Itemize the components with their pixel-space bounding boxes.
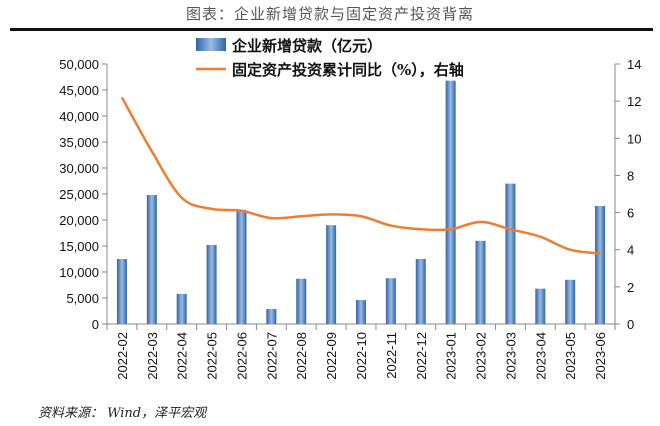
left-tick-label: 35,000 [59, 135, 99, 150]
x-tick-label: 2022-04 [175, 332, 190, 380]
bar [505, 183, 516, 324]
bar [565, 279, 576, 324]
x-tick-label: 2022-02 [115, 332, 130, 380]
bar [266, 308, 277, 324]
left-tick-label: 40,000 [59, 109, 99, 124]
x-tick-label: 2023-05 [563, 332, 578, 380]
bar [206, 244, 217, 324]
bar [176, 293, 187, 324]
left-tick-label: 50,000 [59, 57, 99, 72]
source-note: 资料来源： Wind，泽平宏观 [38, 406, 207, 421]
left-tick-label: 15,000 [59, 239, 99, 254]
bar [595, 205, 606, 324]
x-tick-label: 2022-10 [354, 332, 369, 380]
bar [535, 288, 546, 324]
right-tick-label: 6 [627, 206, 634, 221]
right-tick-label: 0 [627, 317, 634, 332]
right-tick-label: 4 [627, 243, 634, 258]
left-tick-label: 45,000 [59, 83, 99, 98]
right-tick-label: 2 [627, 280, 634, 295]
bar [326, 225, 337, 324]
left-tick-label: 20,000 [59, 213, 99, 228]
title-divider [10, 28, 653, 31]
x-tick-label: 2022-07 [264, 332, 279, 380]
x-tick-label: 2023-03 [503, 332, 518, 380]
x-tick-label: 2022-06 [234, 332, 249, 380]
bar [356, 300, 366, 324]
left-tick-label: 10,000 [59, 265, 99, 280]
legend-label-line: 固定资产投资累计同比（%），右轴 [232, 61, 464, 79]
x-tick-label: 2023-04 [533, 332, 548, 380]
legend: 企业新增贷款（亿元） 固定资产投资累计同比（%），右轴 [196, 37, 464, 79]
right-tick-label: 14 [627, 57, 641, 72]
chart-title: 图表：企业新增贷款与固定资产投资背离 [185, 5, 474, 23]
left-tick-label: 0 [92, 317, 99, 332]
bar [445, 80, 456, 324]
bar [236, 210, 247, 324]
x-tick-label: 2022-08 [294, 332, 309, 380]
x-tick-label: 2022-11 [384, 332, 399, 379]
bar [415, 259, 426, 324]
bar [475, 240, 486, 324]
x-tick-label: 2022-05 [205, 332, 220, 380]
x-tick-label: 2022-03 [145, 332, 160, 380]
right-tick-label: 8 [627, 168, 634, 183]
right-tick-label: 10 [627, 131, 641, 146]
right-tick-label: 12 [627, 94, 641, 109]
left-tick-label: 30,000 [59, 161, 99, 176]
legend-label-bar: 企业新增贷款（亿元） [231, 37, 382, 55]
x-tick-label: 2022-12 [414, 332, 429, 380]
bar [116, 259, 127, 324]
left-tick-label: 5,000 [66, 291, 99, 306]
left-tick-label: 25,000 [59, 187, 99, 202]
x-tick-label: 2023-02 [474, 332, 489, 380]
bar [296, 278, 307, 324]
legend-swatch-bar [196, 38, 226, 51]
bar [385, 278, 396, 324]
x-tick-label: 2023-06 [593, 332, 608, 380]
x-tick-label: 2022-09 [324, 332, 339, 380]
fai-growth-line [120, 96, 601, 255]
x-tick-label: 2023-01 [444, 332, 459, 380]
bar [146, 195, 157, 324]
